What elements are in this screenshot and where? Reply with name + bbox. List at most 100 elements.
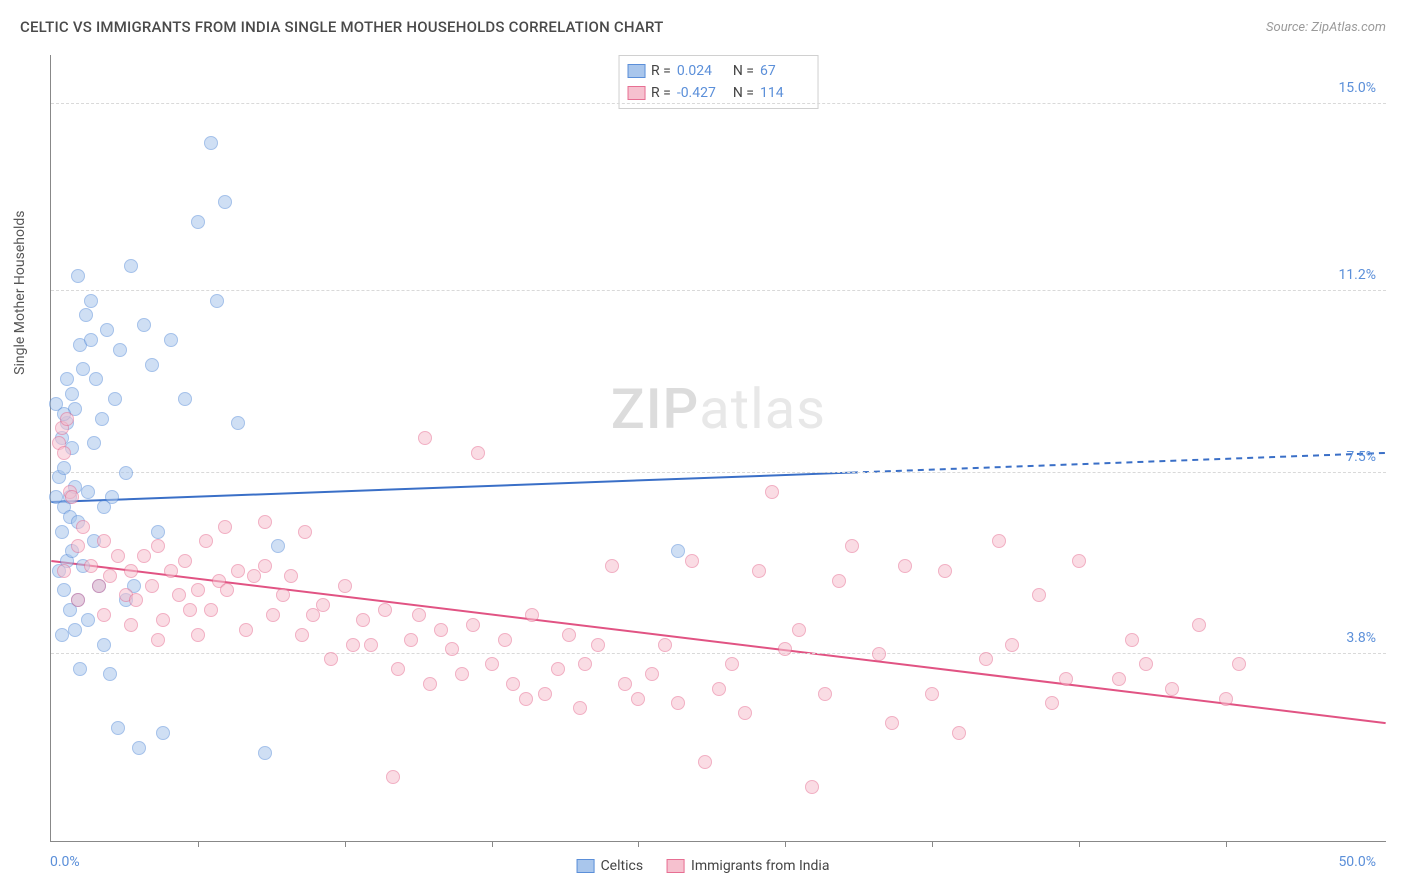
scatter-point [145,358,159,372]
legend-swatch [577,859,595,873]
scatter-point [1045,696,1059,710]
scatter-point [578,657,592,671]
scatter-point [57,446,71,460]
scatter-point [218,195,232,209]
scatter-point [87,436,101,450]
scatter-point [266,608,280,622]
scatter-point [938,564,952,578]
scatter-point [792,623,806,637]
scatter-point [129,593,143,607]
scatter-point [108,392,122,406]
scatter-point [73,662,87,676]
scatter-point [172,588,186,602]
legend-n-label: N = [733,63,754,79]
scatter-point [562,628,576,642]
scatter-point [605,559,619,573]
scatter-point [525,608,539,622]
x-tick [345,841,346,847]
scatter-point [258,515,272,529]
scatter-point [55,628,69,642]
scatter-point [191,583,205,597]
source-label: Source: ZipAtlas.com [1266,20,1386,35]
scatter-point [220,583,234,597]
scatter-point [84,559,98,573]
scatter-point [156,613,170,627]
scatter-point [60,412,74,426]
scatter-point [551,662,565,676]
legend-swatch [667,859,685,873]
scatter-point [113,343,127,357]
scatter-point [79,308,93,322]
scatter-point [538,687,552,701]
scatter-point [71,539,85,553]
scatter-point [992,534,1006,548]
x-tick [1079,841,1080,847]
scatter-point [276,588,290,602]
scatter-point [885,716,899,730]
scatter-point [1192,618,1206,632]
scatter-point [178,392,192,406]
scatter-point [97,638,111,652]
scatter-point [204,136,218,150]
series-label: Immigrants from India [691,858,829,874]
scatter-point [97,534,111,548]
legend-r-label: R = [651,63,671,79]
chart-container: ZIPatlas R =0.024N =67R =-0.427N =114 3.… [50,55,1386,842]
scatter-point [124,564,138,578]
scatter-point [124,618,138,632]
scatter-point [151,633,165,647]
scatter-point [199,534,213,548]
scatter-point [151,525,165,539]
legend-r-value: -0.427 [677,85,727,101]
scatter-point [81,485,95,499]
scatter-point [89,372,103,386]
scatter-point [872,647,886,661]
scatter-point [698,755,712,769]
scatter-point [84,333,98,347]
scatter-point [316,598,330,612]
scatter-point [979,652,993,666]
scatter-point [324,652,338,666]
legend-row: R =0.024N =67 [627,60,810,82]
scatter-point [712,682,726,696]
scatter-point [57,461,71,475]
scatter-point [386,770,400,784]
scatter-point [752,564,766,578]
scatter-point [498,633,512,647]
scatter-point [434,623,448,637]
scatter-point [151,539,165,553]
scatter-point [445,642,459,656]
scatter-point [218,520,232,534]
scatter-point [466,618,480,632]
legend-row: R =-0.427N =114 [627,82,810,104]
scatter-point [81,613,95,627]
scatter-point [60,372,74,386]
scatter-point [412,608,426,622]
x-tick [932,841,933,847]
scatter-point [805,780,819,794]
scatter-point [455,667,469,681]
gridline [51,472,1386,473]
scatter-point [364,638,378,652]
scatter-point [76,362,90,376]
scatter-point [119,466,133,480]
x-axis-min: 0.0% [50,854,80,870]
scatter-point [1032,588,1046,602]
scatter-point [164,564,178,578]
y-axis-label: Single Mother Households [12,210,28,374]
scatter-point [191,628,205,642]
scatter-point [832,574,846,588]
scatter-point [618,677,632,691]
trend-lines [51,55,1386,841]
scatter-point [925,687,939,701]
scatter-point [71,593,85,607]
scatter-point [71,269,85,283]
scatter-point [97,608,111,622]
scatter-point [191,215,205,229]
gridline [51,290,1386,291]
scatter-point [68,623,82,637]
scatter-point [156,726,170,740]
series-legend-item: Immigrants from India [667,858,829,874]
scatter-point [471,446,485,460]
scatter-point [84,294,98,308]
